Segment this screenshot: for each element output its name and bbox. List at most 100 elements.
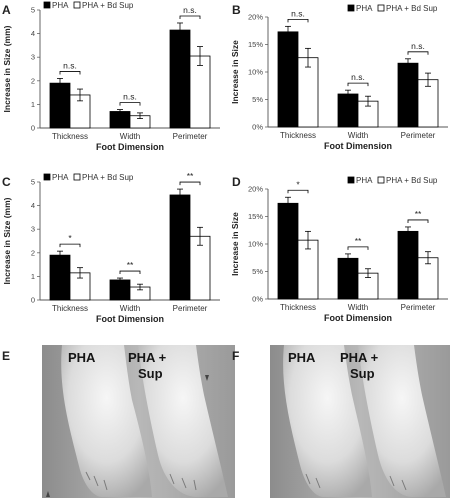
panel-letter-E: E <box>2 349 10 363</box>
bar-perimeter-pha <box>169 194 191 301</box>
significance-bracket <box>407 219 429 223</box>
category-label: Width <box>120 304 140 313</box>
significance-label: ** <box>415 209 422 219</box>
legend-label: PHA + Bd Sup <box>386 176 438 185</box>
significance-bracket <box>59 71 81 75</box>
y-tick-label: 15% <box>248 40 263 49</box>
significance-label: n.s. <box>291 8 305 18</box>
legend-swatch <box>347 176 355 184</box>
significance-bracket <box>287 189 309 194</box>
left-foot-image <box>283 345 372 497</box>
chart-panel-C: C 0 1 2 3 4 5 Increase in Size (mm) * Thickness **… <box>2 171 220 324</box>
legend-swatch <box>377 4 385 12</box>
panel-letter: B <box>232 3 241 17</box>
significance-bracket <box>407 51 429 55</box>
significance-label: * <box>296 179 300 189</box>
significance-bracket <box>287 18 309 23</box>
bar-thickness-pha <box>277 31 299 128</box>
panel-letter: D <box>232 175 241 189</box>
bar-perimeter-pha-sup <box>189 235 211 301</box>
category-label: Thickness <box>52 304 88 313</box>
legend-label: PHA + Bd Sup <box>82 1 134 10</box>
significance-bracket <box>59 243 81 248</box>
chart-panel-A: A 0 1 2 3 4 5 Increase in Size (mm) n.s. Thicknes… <box>2 1 220 152</box>
bar-thickness-pha <box>49 254 71 301</box>
y-tick-label: 0 <box>31 124 35 133</box>
category-label: Thickness <box>280 303 316 312</box>
y-tick-label: 0% <box>252 123 263 132</box>
y-tick-label: 3 <box>31 53 35 62</box>
photo-label-right-line1: PHA + <box>128 350 167 365</box>
y-tick-label: 2 <box>31 76 35 85</box>
toe-shading <box>305 473 407 491</box>
category-label: Perimeter <box>401 303 436 312</box>
bar-thickness-pha <box>49 82 71 129</box>
chart-panel-B: B 0% 5% 10% 15% 20% Increase in Size n.s. Thickn… <box>230 3 448 151</box>
right-foot-image <box>138 345 228 497</box>
x-axis-label: Foot Dimension <box>324 141 392 151</box>
y-tick-label: 5 <box>31 178 35 187</box>
y-tick-label: 4 <box>31 29 35 38</box>
legend-swatch <box>73 173 81 181</box>
y-tick-label: 10% <box>248 240 263 249</box>
bar-width-pha <box>337 93 359 128</box>
photo-label-right-line1: PHA + <box>340 350 379 365</box>
category-label: Width <box>348 131 368 140</box>
y-tick-label: 5% <box>252 95 263 104</box>
photo-label-left: PHA <box>68 350 96 365</box>
bar-charts: A 0 1 2 3 4 5 Increase in Size (mm) n.s. Thicknes… <box>2 1 448 324</box>
x-axis-label: Foot Dimension <box>96 314 164 324</box>
y-tick-label: 15% <box>248 212 263 221</box>
legend-label: PHA <box>356 176 373 185</box>
category-label: Thickness <box>52 132 88 141</box>
photo-label-left: PHA <box>288 350 316 365</box>
chart-panel-D: D 0% 5% 10% 15% 20% Increase in Size * Thickness… <box>230 175 448 323</box>
panel-letter-F: F <box>232 349 239 363</box>
legend-label: PHA + Bd Sup <box>386 4 438 13</box>
category-label: Perimeter <box>173 304 208 313</box>
bar-perimeter-pha-sup <box>189 55 211 129</box>
y-tick-label: 10% <box>248 68 263 77</box>
bar-perimeter-pha <box>397 62 419 128</box>
significance-label: n.s. <box>351 72 365 82</box>
y-tick-label: 1 <box>31 100 35 109</box>
y-axis-label: Increase in Size (mm) <box>2 197 12 284</box>
right-foot-image <box>358 345 446 497</box>
toe-shading <box>85 471 197 491</box>
legend-label: PHA + Bd Sup <box>82 173 134 182</box>
significance-bracket <box>179 15 201 19</box>
photo-panel-F: F PHA PHA + Sup <box>232 345 450 498</box>
y-tick-label: 4 <box>31 201 35 210</box>
significance-label: ** <box>127 260 134 270</box>
legend-swatch <box>347 4 355 12</box>
legend-swatch <box>377 176 385 184</box>
bar-perimeter-pha <box>397 230 419 300</box>
significance-label: * <box>68 233 72 243</box>
y-axis-label: Increase in Size <box>230 40 240 104</box>
panel-letter: C <box>2 175 11 189</box>
significance-bracket <box>347 82 369 87</box>
x-axis-label: Foot Dimension <box>96 142 164 152</box>
y-tick-label: 2 <box>31 248 35 257</box>
legend-label: PHA <box>52 1 69 10</box>
legend-swatch <box>43 173 51 181</box>
y-axis-label: Increase in Size <box>230 212 240 276</box>
bar-width-pha <box>109 279 131 301</box>
significance-label: n.s. <box>123 92 137 102</box>
bar-perimeter-pha-sup <box>417 79 439 128</box>
left-foot-image <box>61 345 152 497</box>
photo-label-right-line2: Sup <box>350 366 375 381</box>
y-tick-label: 20% <box>248 185 263 194</box>
y-axis-label: Increase in Size (mm) <box>2 25 12 112</box>
category-label: Width <box>348 303 368 312</box>
legend-label: PHA <box>356 4 373 13</box>
y-tick-label: 5% <box>252 267 263 276</box>
panel-letter: A <box>2 3 11 17</box>
bar-width-pha <box>337 257 359 300</box>
x-axis-label: Foot Dimension <box>324 313 392 323</box>
y-tick-label: 5 <box>31 6 35 15</box>
significance-bracket <box>119 270 141 275</box>
y-tick-label: 3 <box>31 225 35 234</box>
y-tick-label: 20% <box>248 13 263 22</box>
